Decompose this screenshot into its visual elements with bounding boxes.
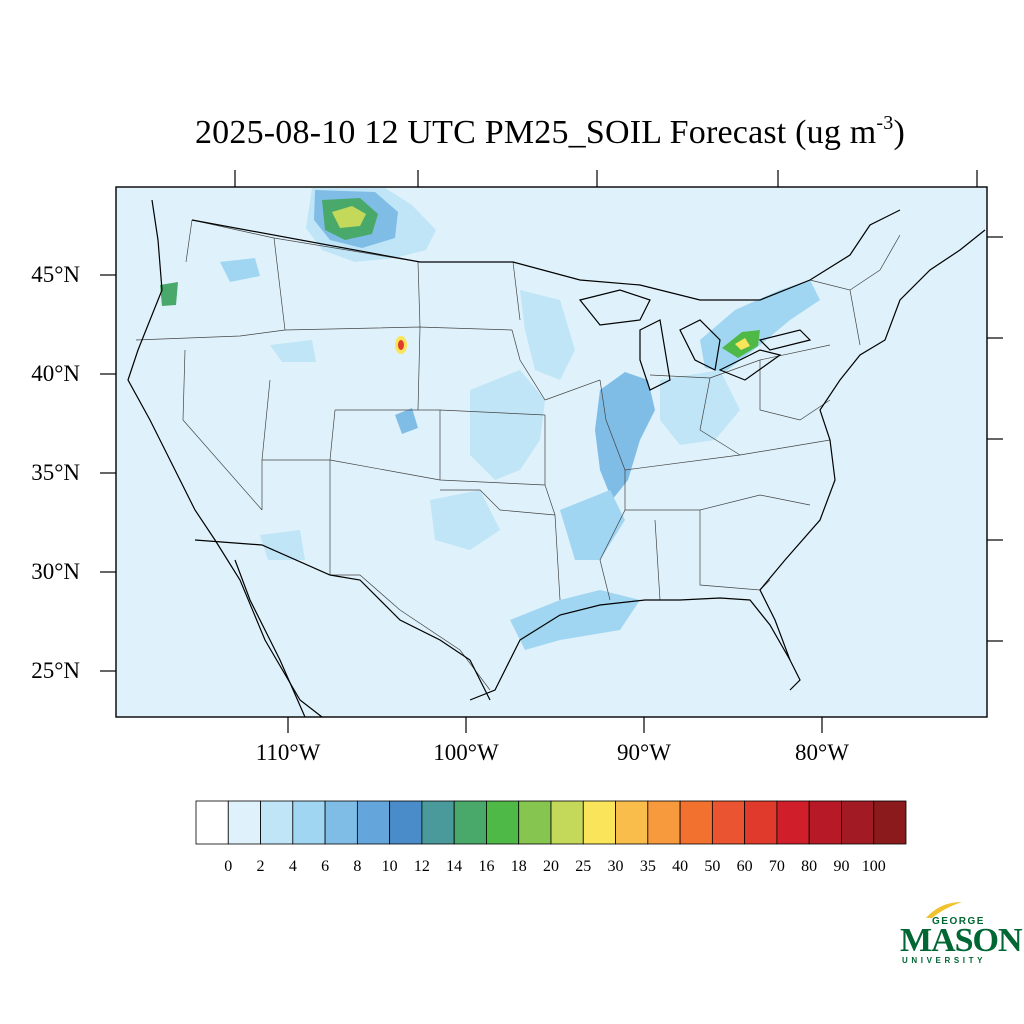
colorbar-swatch (260, 800, 294, 845)
lon-label: 90°W (617, 740, 671, 765)
colorbar-tick-label: 0 (224, 858, 233, 875)
title-superscript: -3 (876, 112, 894, 134)
colorbar-tick-label: 30 (607, 858, 624, 875)
colorbar-swatch (518, 800, 552, 845)
lat-label: 40°N (31, 361, 80, 386)
colorbar-tick-label: 16 (478, 858, 495, 875)
patch-midwest (595, 372, 655, 500)
colorbar-tick-label: 14 (446, 858, 463, 875)
colorbar-swatch (582, 800, 616, 845)
colorbar-swatch (711, 800, 746, 845)
colorbar-tick-label: 8 (353, 858, 362, 875)
colorbar-swatch (389, 800, 423, 845)
lon-label: 100°W (433, 740, 499, 765)
map-title: 2025-08-10 12 UTC PM25_SOIL Forecast (ug… (0, 112, 1024, 152)
colorbar-swatch (421, 800, 455, 845)
state-borders (135, 219, 901, 691)
patch-ohio (660, 370, 740, 445)
patch-wa (220, 258, 260, 282)
patch-texas-coast (510, 590, 640, 650)
colorbar-tick-label: 90 (833, 858, 850, 875)
mexico-border (194, 539, 491, 701)
colorbar-swatch (195, 800, 229, 845)
colorbar-tick-label: 40 (672, 858, 689, 875)
patch-ok-tx (430, 490, 500, 550)
east-coast (759, 229, 986, 661)
colorbar-swatch (841, 800, 875, 845)
pm25-field (160, 188, 820, 650)
gmu-logo: GEORGE MASON UNIVERSITY (898, 900, 1023, 970)
colorbar-tick-label: 2 (256, 858, 265, 875)
patch-oregon (160, 282, 178, 306)
logo-swoosh-icon (926, 902, 962, 918)
colorbar-swatch (808, 800, 842, 845)
baja (234, 559, 306, 718)
border-lines-central (330, 261, 601, 691)
colorbar-swatch (744, 800, 778, 845)
colorbar-swatch (486, 800, 520, 845)
colorbar-tick-label: 25 (575, 858, 592, 875)
patch-colorado (395, 408, 418, 434)
patch-plains (470, 370, 545, 480)
lat-label: 35°N (31, 460, 80, 485)
colorbar-swatch (679, 800, 713, 845)
border-lines-west (135, 219, 513, 575)
colorbar-swatch (550, 800, 584, 845)
colorbar-tick-label: 100 (861, 858, 886, 875)
logo-line2: MASON (900, 922, 1023, 959)
patch-ontario-peak (735, 338, 750, 350)
colorbar-tick-label: 18 (510, 858, 527, 875)
colorbar (195, 800, 907, 845)
colorbar-swatch (227, 800, 261, 845)
patch-nm (260, 530, 305, 560)
colorbar-tick-label: 80 (801, 858, 818, 875)
colorbar-swatch (292, 800, 326, 845)
colorbar-swatch (615, 800, 649, 845)
colorbar-tick-label: 35 (639, 858, 656, 875)
title-suffix: ) (893, 114, 906, 151)
colorbar-swatch (324, 800, 358, 845)
lat-label: 25°N (31, 658, 80, 683)
colorbar-swatch (776, 800, 810, 845)
hotspot-core (398, 340, 404, 350)
canada-border (191, 209, 901, 301)
border-lines-east (599, 234, 901, 601)
lat-label: 45°N (31, 262, 80, 287)
lat-label: 30°N (31, 559, 80, 584)
patch-idaho (270, 340, 316, 362)
colorbar-swatch (873, 800, 907, 845)
colorbar-swatch (356, 800, 391, 845)
colorbar-tick-label: 6 (321, 858, 330, 875)
west-coast (127, 199, 323, 718)
colorbar-tick-label: 12 (413, 858, 430, 875)
colorbar-tick-label: 10 (381, 858, 398, 875)
colorbar-tick-label: 70 (768, 858, 785, 875)
colorbar-tick-label: 4 (288, 858, 297, 875)
logo-line1: GEORGE (932, 916, 985, 927)
logo-line3: UNIVERSITY (902, 956, 987, 965)
map-frame (115, 186, 988, 718)
great-lakes (578, 289, 812, 391)
title-text: 2025-08-10 12 UTC PM25_SOIL Forecast (ug… (194, 114, 877, 151)
patch-nd-sd (520, 290, 575, 380)
colorbar-tick-label: 60 (736, 858, 753, 875)
colorbar-tick-label: 50 (704, 858, 721, 875)
lon-label: 80°W (795, 740, 849, 765)
colorbar-swatch (453, 800, 487, 845)
colorbar-swatch (647, 800, 681, 845)
lon-label: 110°W (255, 740, 321, 765)
coastlines (127, 199, 986, 718)
axis-ticks (100, 170, 1003, 733)
colorbar-tick-label: 20 (543, 858, 559, 875)
patch-montana-peak (332, 206, 366, 228)
